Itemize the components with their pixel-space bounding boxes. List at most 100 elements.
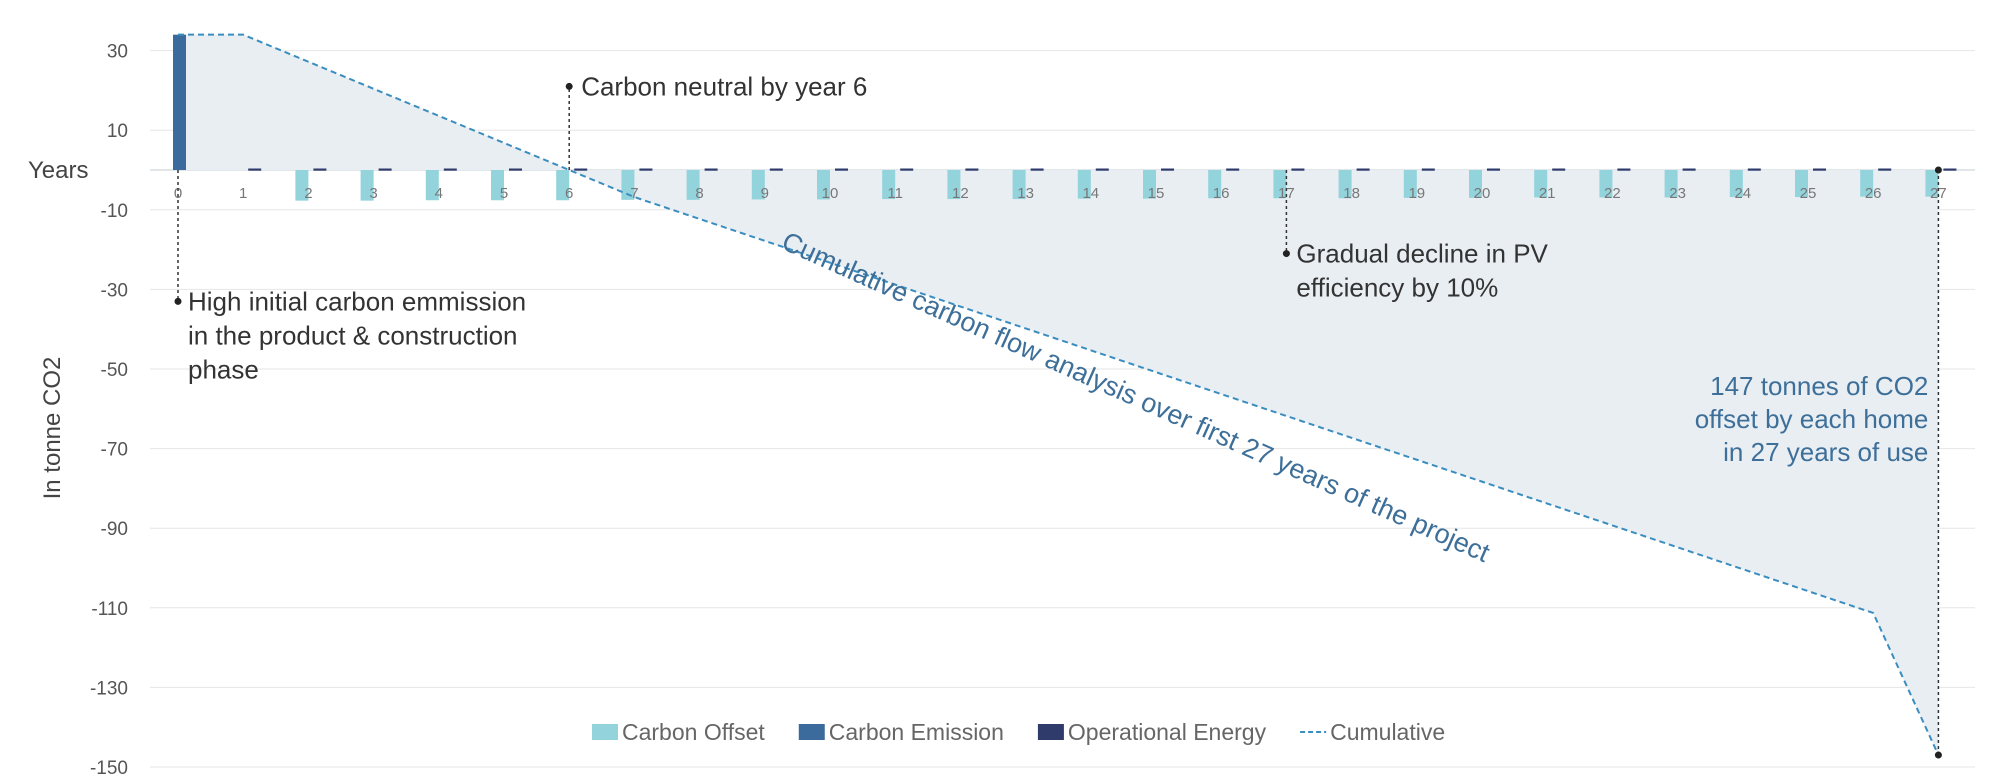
operational-energy-bar <box>1813 168 1826 171</box>
operational-energy-bar <box>769 168 783 171</box>
operational-energy-bar <box>1617 168 1631 171</box>
x-tick-label: 26 <box>1865 185 1882 202</box>
operational-energy-bar <box>1487 168 1500 171</box>
operational-energy-bar <box>965 168 979 171</box>
carbon-offset-bar <box>491 170 504 201</box>
operational-energy-bar <box>509 168 522 171</box>
carbon-offset-bar <box>751 170 765 200</box>
carbon-offset-bar <box>1273 170 1287 199</box>
cumulative-area <box>178 34 1939 756</box>
operational-energy-bar <box>313 168 327 171</box>
x-tick-label: 21 <box>1539 185 1556 202</box>
carbon-offset-bar <box>1077 170 1091 199</box>
y-tick-label: -70 <box>101 440 128 461</box>
offset-total-bottom-dot <box>1934 751 1942 759</box>
carbon-offset-bar <box>1925 170 1939 197</box>
legend-swatch <box>1037 724 1064 740</box>
y-tick-label: -110 <box>91 599 128 620</box>
carbon-offset-bar <box>1729 170 1743 198</box>
y-axis-label: In tonne CO2 <box>39 357 66 500</box>
x-tick-label: 13 <box>1017 185 1034 202</box>
operational-energy-bar <box>1161 168 1174 171</box>
carbon-offset-bar <box>360 170 374 201</box>
annotation-text: 147 tonnes of CO2 <box>1710 371 1928 401</box>
y-tick-label: -150 <box>90 758 128 779</box>
annotation-text: offset by each home <box>1695 404 1929 434</box>
x-tick-label: 4 <box>435 185 443 202</box>
operational-energy-bar <box>1030 168 1044 171</box>
annotation-text: Gradual decline in PV <box>1296 239 1548 269</box>
carbon-offset-bar <box>686 170 700 200</box>
x-tick-label: 23 <box>1669 185 1686 202</box>
x-tick-label: 0 <box>174 185 182 202</box>
cumulative-line <box>178 33 1940 756</box>
annotation-text: efficiency by 10% <box>1296 273 1498 303</box>
operational-energy-bar <box>1747 168 1761 171</box>
x-tick-label: 24 <box>1734 185 1751 202</box>
y-tick-label: -90 <box>101 519 128 540</box>
operational-energy-bar <box>248 168 262 171</box>
operational-energy-bar <box>1095 168 1109 171</box>
x-tick-label: 9 <box>761 185 769 202</box>
annotation-text: in the product & construction <box>188 320 518 350</box>
operational-energy-bar <box>1552 168 1566 171</box>
carbon-offset-bar <box>1664 170 1678 198</box>
y-tick-label: -10 <box>101 201 128 222</box>
y-tick-label: -130 <box>90 678 128 699</box>
x-tick-label: 22 <box>1604 185 1621 202</box>
annotation-text: High initial carbon emmission <box>188 286 526 316</box>
carbon-offset-bar <box>1599 170 1613 198</box>
x-axis-label: Years <box>28 157 89 184</box>
carbon-offset-bar <box>1860 170 1874 197</box>
annotation-text: in 27 years of use <box>1723 437 1928 467</box>
operational-energy-bar <box>900 168 914 171</box>
bars-layer <box>173 34 1957 201</box>
operational-energy-bar <box>443 168 457 171</box>
carbon-offset-bar <box>1795 170 1808 198</box>
x-tick-label: 2 <box>304 185 312 202</box>
x-tick-label: 25 <box>1800 185 1817 202</box>
carbon-offset-bar <box>295 170 309 201</box>
operational-energy-bar <box>1356 168 1370 171</box>
carbon-emission-bar <box>173 34 186 171</box>
x-tick-label: 14 <box>1082 185 1099 202</box>
offset-total-top-dot <box>1934 166 1942 174</box>
annotations-layer: High initial carbon emmission in the prod… <box>174 71 1942 759</box>
carbon-offset-bar <box>1143 170 1156 199</box>
carbon-offset-bar <box>947 170 961 200</box>
x-tick-label: 1 <box>239 185 247 202</box>
carbon-offset-bar <box>1469 170 1482 198</box>
x-tick-label: 12 <box>952 185 969 202</box>
carbon-offset-bar <box>882 170 896 200</box>
annotation-text: phase <box>188 354 259 384</box>
y-tick-label: -30 <box>101 280 128 301</box>
carbon-offset-bar <box>1208 170 1222 199</box>
x-tick-label: 10 <box>822 185 839 202</box>
x-tick-label: 6 <box>565 185 573 202</box>
annotation-text: Carbon neutral by year 6 <box>581 71 867 101</box>
operational-energy-bar <box>378 168 392 171</box>
x-tick-label: 5 <box>500 185 508 202</box>
x-tick-label: 20 <box>1474 185 1491 202</box>
operational-energy-bar <box>1682 168 1696 171</box>
x-tick-label: 15 <box>1148 185 1165 202</box>
x-tick-label: 3 <box>369 185 377 202</box>
operational-energy-bar <box>1878 168 1892 171</box>
legend-label: Operational Energy <box>1068 719 1267 745</box>
operational-energy-bar <box>704 168 718 171</box>
y-tick-label: 10 <box>107 121 128 142</box>
x-tick-label: 27 <box>1930 185 1947 202</box>
x-tick-label: 11 <box>887 185 903 202</box>
operational-energy-bar <box>639 168 653 171</box>
carbon-offset-bar <box>556 170 570 201</box>
carbon-offset-bar <box>1534 170 1548 198</box>
x-tick-label: 7 <box>630 185 638 202</box>
x-tick-label: 19 <box>1408 185 1425 202</box>
legend-label: Carbon Offset <box>622 719 765 745</box>
legend-swatch <box>592 724 618 740</box>
high-initial-dot <box>174 297 182 305</box>
carbon-offset-bar <box>1403 170 1417 198</box>
neutral-dot <box>565 82 573 90</box>
